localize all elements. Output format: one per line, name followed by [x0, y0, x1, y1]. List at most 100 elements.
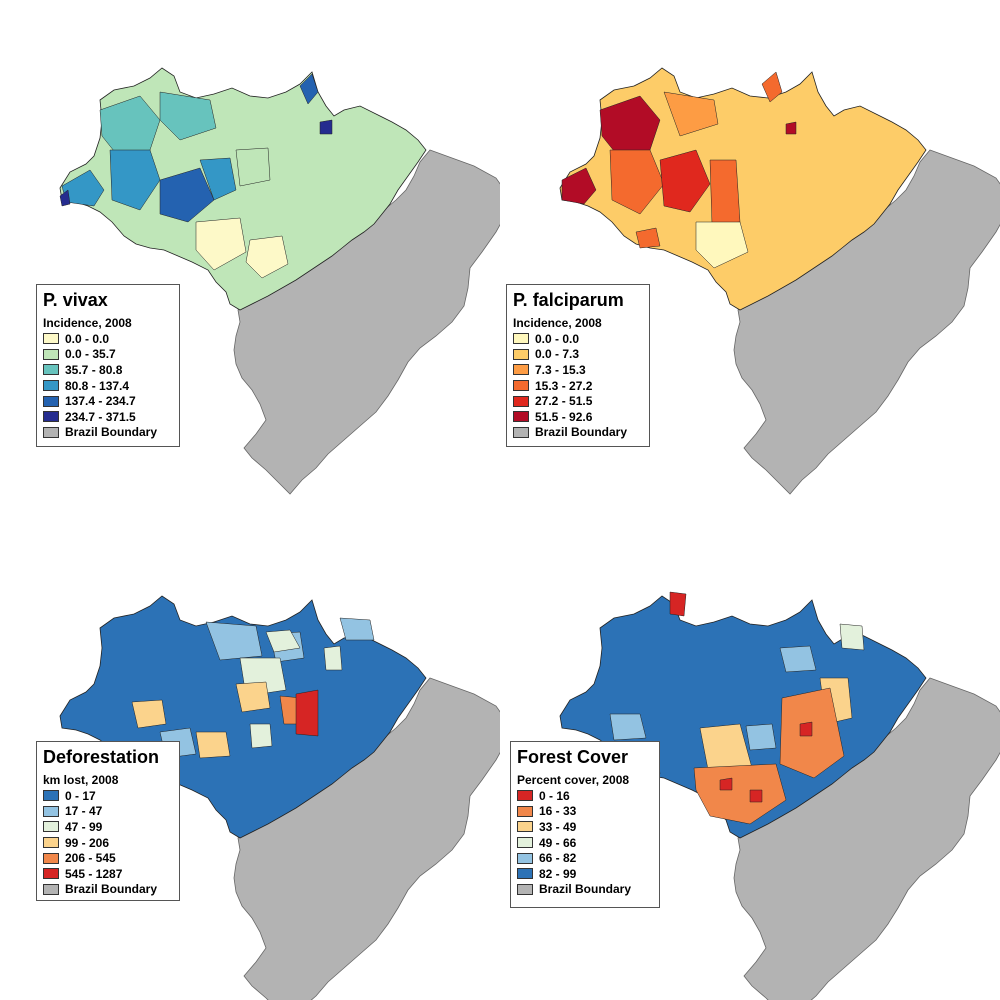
legend-swatch	[513, 348, 529, 360]
map-p-vivax	[59, 67, 500, 495]
legend-deforestation: Deforestation km lost, 2008 0 - 17 17 - 4…	[36, 741, 180, 901]
legend-item: 206 - 545	[43, 850, 171, 866]
legend-label: 35.7 - 80.8	[65, 362, 123, 377]
legend-swatch	[43, 852, 59, 864]
legend-swatch	[517, 821, 533, 833]
legend-p-falciparum: P. falciparum Incidence, 2008 0.0 - 0.0 0…	[506, 284, 650, 447]
legend-item: 234.7 - 371.5	[43, 409, 171, 425]
legend-item: 82 - 99	[517, 866, 651, 882]
legend-item: 137.4 - 234.7	[43, 393, 171, 409]
legend-item: 80.8 - 137.4	[43, 378, 171, 394]
map-p-falciparum	[559, 67, 1000, 495]
legend-label: 0.0 - 0.0	[535, 331, 580, 346]
legend-swatch	[513, 380, 529, 392]
legend-label: 206 - 545	[65, 851, 116, 866]
legend-label: Brazil Boundary	[65, 882, 158, 897]
legend-label: 99 - 206	[65, 835, 110, 850]
legend-swatch	[43, 821, 59, 833]
legend-title: Forest Cover	[517, 747, 629, 767]
legend-swatch	[513, 411, 529, 423]
legend-swatch	[43, 348, 59, 360]
legend-item: 15.3 - 27.2	[513, 378, 641, 394]
municipality-fills	[131, 617, 375, 759]
map-panel-forest-cover: Forest Cover Percent cover, 2008 0 - 16 1…	[500, 500, 1000, 1000]
municipality-fills	[59, 73, 333, 279]
legend-item: 66 - 82	[517, 850, 651, 866]
legend-subtitle: Percent cover, 2008	[517, 773, 630, 787]
legend-swatch	[43, 805, 59, 817]
legend-subtitle: km lost, 2008	[43, 773, 119, 787]
legend-items: 0 - 17 17 - 47 47 - 99 99 - 206 206 - 545 545…	[43, 788, 171, 897]
map-panel-deforestation: Deforestation km lost, 2008 0 - 17 17 - 4…	[0, 500, 500, 1000]
legend-label: 82 - 99	[539, 866, 577, 881]
legend-label: 17 - 47	[65, 804, 103, 819]
legend-label: 47 - 99	[65, 819, 103, 834]
legend-item: Brazil Boundary	[43, 882, 171, 898]
legend-swatch	[43, 790, 59, 802]
legend-label: 234.7 - 371.5	[65, 409, 136, 424]
legend-label: 0.0 - 35.7	[65, 347, 116, 362]
legend-swatch	[517, 852, 533, 864]
legend-label: 0 - 16	[539, 788, 570, 803]
legend-item: 0.0 - 0.0	[513, 331, 641, 347]
legend-p-vivax: P. vivax Incidence, 2008 0.0 - 0.0 0.0 - …	[36, 284, 180, 447]
legend-item: 47 - 99	[43, 819, 171, 835]
legend-item: Brazil Boundary	[513, 425, 641, 441]
legend-title: P. falciparum	[513, 290, 624, 310]
map-deforestation	[59, 595, 500, 1000]
legend-item: 35.7 - 80.8	[43, 362, 171, 378]
legend-items: 0 - 16 16 - 33 33 - 49 49 - 66 66 - 82 82 - 9…	[517, 788, 651, 897]
legend-item: 27.2 - 51.5	[513, 393, 641, 409]
legend-item: 0.0 - 0.0	[43, 331, 171, 347]
legend-swatch	[43, 333, 59, 345]
legend-swatch	[43, 837, 59, 849]
legend-swatch	[517, 805, 533, 817]
legend-swatch	[517, 837, 533, 849]
legend-items: 0.0 - 0.0 0.0 - 35.7 35.7 - 80.8 80.8 - 137…	[43, 331, 171, 440]
legend-label: 0 - 17	[65, 788, 96, 803]
legend-swatch	[43, 883, 59, 895]
legend-swatch	[43, 868, 59, 880]
map-panel-p-falciparum: P. falciparum Incidence, 2008 0.0 - 0.0 0…	[500, 0, 1000, 500]
legend-items: 0.0 - 0.0 0.0 - 7.3 7.3 - 15.3 15.3 - 27.2 2…	[513, 331, 641, 440]
legend-label: Brazil Boundary	[65, 425, 158, 440]
legend-item: 17 - 47	[43, 804, 171, 820]
legend-label: 80.8 - 137.4	[65, 378, 130, 393]
legend-label: 16 - 33	[539, 804, 577, 819]
legend-swatch	[43, 411, 59, 423]
legend-label: Brazil Boundary	[535, 425, 628, 440]
legend-swatch	[43, 395, 59, 407]
legend-label: 0.0 - 0.0	[65, 331, 110, 346]
legend-swatch	[517, 790, 533, 802]
legend-item: 99 - 206	[43, 835, 171, 851]
legend-item: 0.0 - 7.3	[513, 347, 641, 363]
legend-item: 7.3 - 15.3	[513, 362, 641, 378]
legend-label: 137.4 - 234.7	[65, 394, 136, 409]
legend-label: 545 - 1287	[65, 866, 123, 881]
legend-swatch	[517, 868, 533, 880]
legend-label: 49 - 66	[539, 835, 577, 850]
municipality-fills	[609, 591, 865, 825]
legend-label: 51.5 - 92.6	[535, 409, 593, 424]
legend-swatch	[513, 333, 529, 345]
legend-item: 0.0 - 35.7	[43, 347, 171, 363]
legend-label: 15.3 - 27.2	[535, 378, 593, 393]
legend-item: 545 - 1287	[43, 866, 171, 882]
legend-label: 33 - 49	[539, 819, 577, 834]
map-forest-cover	[559, 591, 1000, 1000]
legend-swatch	[517, 883, 533, 895]
legend-label: 0.0 - 7.3	[535, 347, 580, 362]
legend-title: P. vivax	[43, 290, 108, 310]
legend-swatch	[513, 364, 529, 376]
legend-label: Brazil Boundary	[539, 882, 632, 897]
legend-swatch	[513, 426, 529, 438]
municipality-fills	[561, 71, 797, 269]
legend-item: Brazil Boundary	[43, 425, 171, 441]
legend-swatch	[43, 380, 59, 392]
legend-item: 0 - 17	[43, 788, 171, 804]
legend-item: 49 - 66	[517, 835, 651, 851]
legend-title: Deforestation	[43, 747, 160, 767]
legend-item: 33 - 49	[517, 819, 651, 835]
legend-label: 66 - 82	[539, 851, 577, 866]
legend-swatch	[43, 364, 59, 376]
